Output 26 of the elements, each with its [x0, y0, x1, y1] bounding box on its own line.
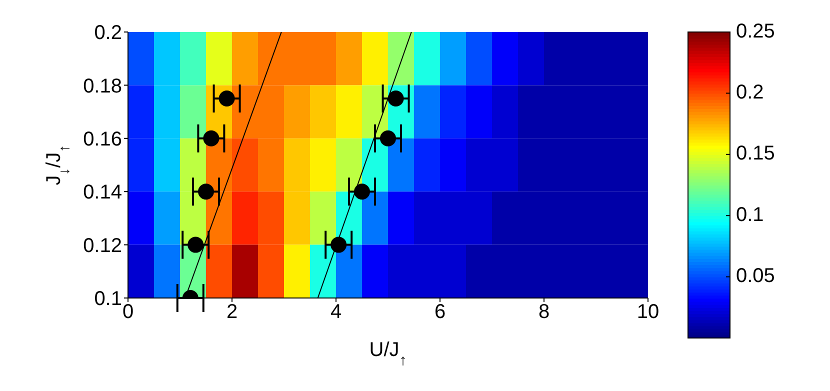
color-bar-label: 0.2	[736, 81, 764, 104]
color-bar-label: 0.05	[736, 265, 775, 288]
color-bar-label: 0.15	[736, 142, 775, 165]
y-tick-label: 0.14	[83, 182, 122, 204]
x-tick-label: 4	[330, 301, 342, 324]
x-axis-title: U/J$_{↑}$	[369, 339, 407, 368]
point	[330, 236, 347, 253]
point	[188, 236, 204, 253]
y-tick-label: 0.18	[83, 75, 122, 98]
point	[354, 184, 370, 200]
y-tick-label: 0.16	[83, 128, 122, 150]
point	[203, 130, 220, 146]
color-bar-label: 0.25	[736, 20, 775, 42]
y-tick-label: 0.2	[94, 22, 122, 44]
y-tick-label: 0.12	[83, 234, 122, 257]
x-tick-label: 2	[226, 301, 238, 324]
point	[380, 130, 396, 146]
y-tick-label: 0.1	[94, 288, 122, 310]
point	[388, 90, 404, 106]
color-bar-label: 0.1	[736, 204, 764, 226]
point	[218, 90, 235, 106]
x-tick-label: 0	[122, 301, 134, 324]
point	[198, 184, 214, 200]
x-tick-label: 6	[434, 301, 446, 324]
x-tick-label: 8	[538, 301, 550, 324]
x-tick-label: 10	[636, 301, 660, 324]
